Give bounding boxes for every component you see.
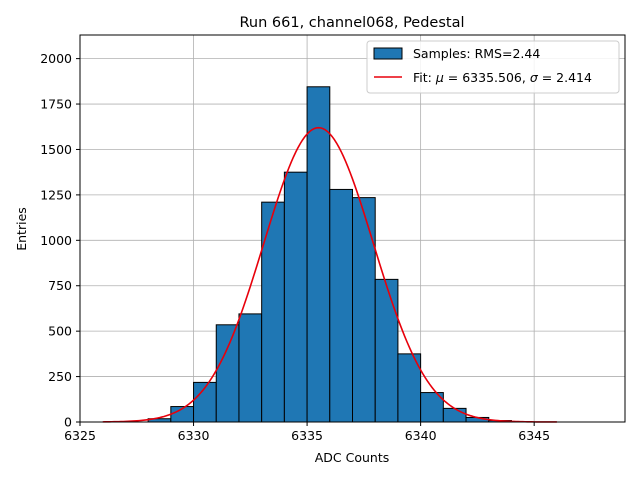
x-tick-label: 6335 xyxy=(291,428,323,443)
histogram-bar xyxy=(442,407,467,423)
x-tick-label: 6340 xyxy=(405,428,437,443)
histogram-bar xyxy=(215,324,240,423)
y-axis-ticks: 0 250 500 750 1000 1250 1500 1750 2000 xyxy=(40,51,80,430)
y-tick-label: 500 xyxy=(48,324,72,339)
y-tick-label: 1750 xyxy=(40,97,72,112)
y-tick-label: 1250 xyxy=(40,187,72,202)
legend-samples-label: Samples: RMS=2.44 xyxy=(413,46,540,61)
histogram-bar xyxy=(306,86,331,423)
y-tick-label: 1500 xyxy=(40,142,72,157)
legend-fit-mu-value: = 6335.506, xyxy=(444,70,530,85)
x-axis-label: ADC Counts xyxy=(315,450,390,465)
x-tick-label: 6345 xyxy=(518,428,550,443)
histogram-bar xyxy=(238,313,263,423)
legend-fit-sigma-symbol: σ xyxy=(530,70,539,85)
gaussian-fit-curve xyxy=(102,126,557,423)
histogram-bar xyxy=(374,278,399,423)
plot-frame xyxy=(79,34,626,423)
legend-fit-sigma-value: = 2.414 xyxy=(538,70,592,85)
y-tick-label: 0 xyxy=(64,415,72,430)
histogram-bars xyxy=(147,86,512,423)
legend-fit-prefix: Fit: xyxy=(413,70,436,85)
legend-fit-label: Fit: μ = 6335.506, σ = 2.414 xyxy=(413,70,592,85)
x-tick-label: 6330 xyxy=(178,428,210,443)
y-tick-label: 750 xyxy=(48,278,72,293)
y-tick-label: 250 xyxy=(48,369,72,384)
y-tick-label: 2000 xyxy=(40,51,72,66)
histogram-bar xyxy=(261,201,285,423)
legend-samples-swatch xyxy=(373,47,403,60)
histogram-bar xyxy=(352,197,376,423)
x-tick-label: 6325 xyxy=(64,428,96,443)
y-tick-label: 1000 xyxy=(40,233,72,248)
histogram-bar xyxy=(329,188,353,423)
legend: Samples: RMS=2.44 Fit: μ = 6335.506, σ =… xyxy=(366,40,620,94)
legend-box xyxy=(366,40,620,94)
x-axis-ticks: 6325 6330 6335 6340 6345 xyxy=(64,422,550,443)
chart-title: Run 661, channel068, Pedestal xyxy=(239,15,464,31)
y-axis-label: Entries xyxy=(14,207,29,251)
legend-fit-mu-symbol: μ xyxy=(435,70,444,85)
histogram-bar xyxy=(283,171,308,423)
